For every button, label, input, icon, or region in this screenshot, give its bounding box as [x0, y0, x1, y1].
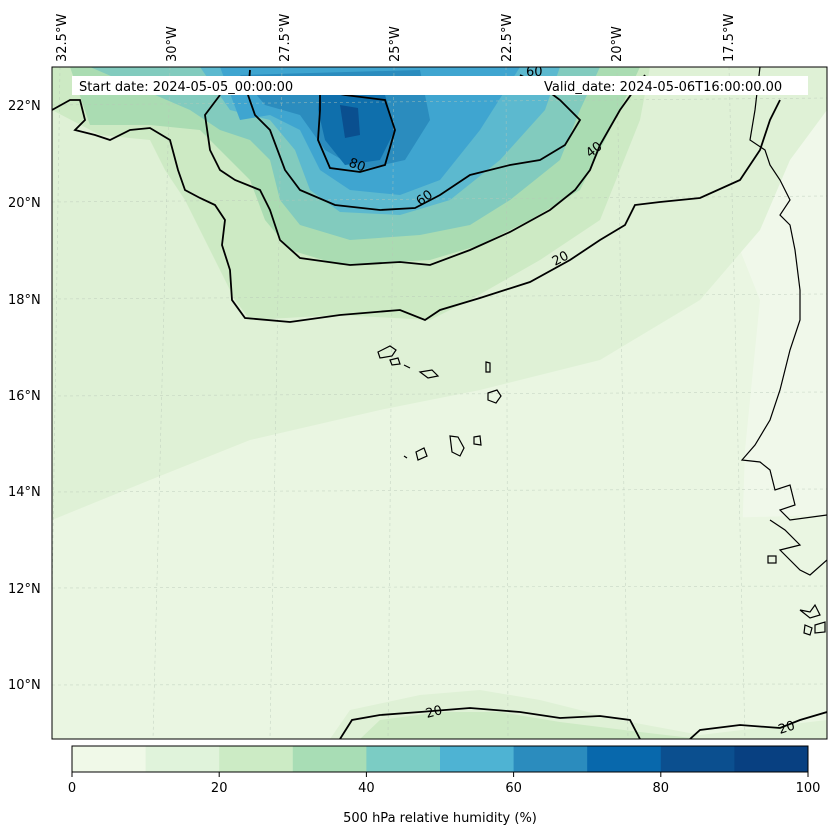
colorbar-tick-label: 0 [68, 781, 76, 796]
contour-label: 20 [550, 249, 572, 270]
lon-label: 27.5°W [278, 14, 293, 62]
contour-label: 80 [347, 156, 368, 176]
map-frame [51, 66, 828, 740]
colorbar-segment [587, 746, 662, 772]
colorbar-tick-label: 100 [796, 781, 821, 796]
colorbar-tick-label: 60 [505, 781, 522, 796]
coastline [377, 67, 827, 636]
colorbar-tick-label: 80 [653, 781, 670, 796]
colorbar-tick-label: 40 [358, 781, 375, 796]
colorbar-segment [219, 746, 294, 772]
lat-label: 12°N [8, 582, 41, 597]
lat-label: 16°N [8, 389, 41, 404]
header-box [72, 76, 808, 95]
lon-label: 30°W [165, 26, 180, 62]
contour-label: 20 [777, 718, 797, 737]
lat-label: 18°N [8, 293, 41, 308]
lat-label: 14°N [8, 485, 41, 500]
colorbar-segment [72, 746, 147, 772]
start-date-label: Start date: 2024-05-05_00:00:00 [79, 80, 293, 95]
colorbar-tick-label: 20 [211, 781, 228, 796]
lon-label: 17.5°W [722, 14, 737, 62]
lat-label: 10°N [8, 678, 41, 693]
lat-label: 20°N [8, 196, 41, 211]
colorbar-segment [513, 746, 588, 772]
valid-date-label: Valid_date: 2024-05-06T16:00:00.00 [544, 80, 782, 95]
latitude-labels: 22°N 20°N 18°N 16°N 14°N 12°N 10°N [8, 99, 41, 693]
lon-label: 25°W [388, 26, 403, 62]
colorbar [71, 745, 809, 773]
colorbar-label: 500 hPa relative humidity (%) [343, 811, 537, 826]
colorbar-segment [145, 746, 220, 772]
lon-label: 20°W [610, 26, 625, 62]
longitude-labels: 32.5°W 30°W 27.5°W 25°W 22.5°W 20°W 17.5… [55, 14, 737, 62]
lat-label: 22°N [8, 99, 41, 114]
lon-label: 32.5°W [55, 14, 70, 62]
colorbar-ticks: 0 20 40 60 80 100 [68, 772, 821, 796]
colorbar-segment [366, 746, 441, 772]
lon-label: 22.5°W [500, 14, 515, 62]
map-panel: 60 80 60 40 20 20 20 [52, 67, 827, 739]
humidity-contours [52, 69, 827, 739]
colorbar-segment [660, 746, 735, 772]
colorbar-frame [71, 745, 809, 773]
colorbar-segment [292, 746, 367, 772]
colorbar-segment [440, 746, 515, 772]
contour-label: 20 [424, 703, 444, 722]
colorbar-segment [734, 746, 809, 772]
graticule [52, 67, 827, 739]
